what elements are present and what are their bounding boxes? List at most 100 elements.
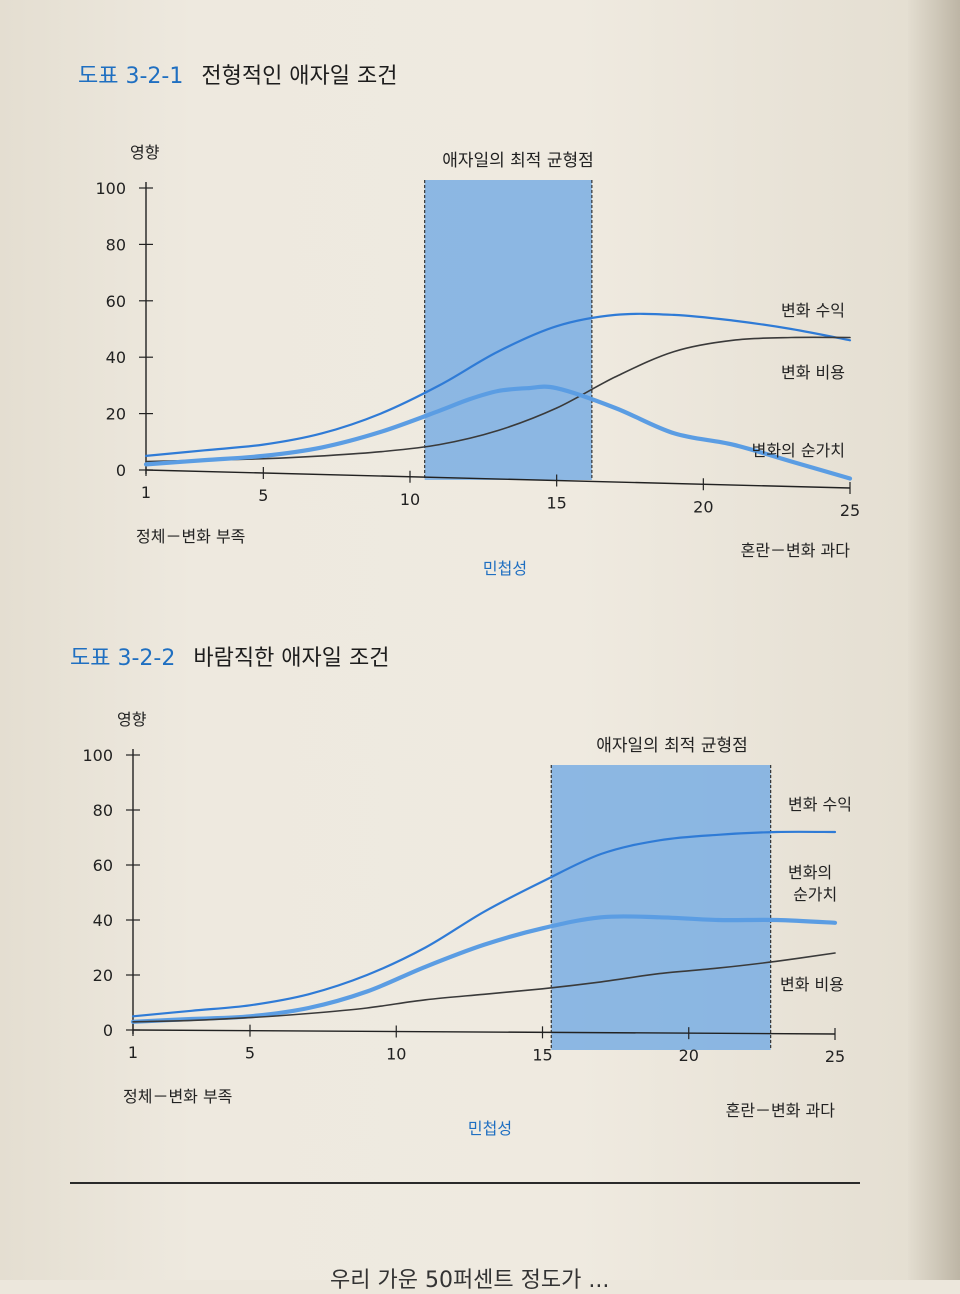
series-1-point [542,927,544,929]
series-1-point [321,455,323,457]
y-tick-label: 40 [93,911,113,930]
series-1-point [791,337,793,339]
figure-2-number: 도표 3-2-2 [70,646,176,671]
series-2-point [542,988,544,990]
series-0-point [600,853,602,855]
series-0-point [249,1004,251,1006]
series-0-point [132,1015,134,1017]
series-2-point [717,967,719,969]
series-2-point [834,952,836,954]
figure-1-number: 도표 3-2-1 [78,64,184,89]
x-axis-right-label: 혼란－변화 과다 [726,1101,836,1120]
series-1-point [366,991,368,993]
y-axis-label: 영향 [117,710,147,729]
optimal-band-label: 애자일의 최적 균형점 [442,151,594,171]
x-axis-right-label: 혼란－변화 과다 [741,541,851,560]
series-0-point [776,831,778,833]
series-2-point [615,407,617,409]
series-label-1: 변화 비용 [781,363,845,382]
series-1-point [615,376,617,378]
series-1-point [556,407,558,409]
series-2-point [556,387,558,389]
series-2-point [132,1021,134,1023]
series-line-1 [130,914,838,1024]
y-tick-label: 60 [93,856,113,875]
series-0-point [204,449,206,451]
series-2-point [425,999,427,1001]
series-2-point [600,981,602,983]
series-1-point [673,351,675,353]
y-tick-label: 40 [106,348,126,367]
optimal-band [551,765,771,1050]
series-0-point [834,831,836,833]
series-0-point [717,834,719,836]
y-tick-label: 80 [93,801,113,820]
series-1-point [497,430,499,432]
y-tick-label: 0 [116,461,126,480]
optimal-band [424,180,592,480]
y-tick-label: 20 [106,405,126,424]
x-tick-label: 5 [245,1044,255,1063]
series-2-point [366,1007,368,1009]
x-tick-label: 15 [546,494,566,513]
x-tick-label: 25 [840,501,860,520]
x-axis-label: 민첩성 [468,1119,512,1138]
series-2-point [673,433,675,435]
series-2-point [791,461,793,463]
y-tick-label: 80 [106,235,126,254]
series-1-point [600,916,602,918]
series-1-point [483,944,485,946]
series-1-point [776,919,778,921]
x-axis-left-label: 정체－변화 부족 [136,527,245,546]
figure-2-title-text: 바람직한 애자일 조건 [193,646,390,671]
series-2-point [483,993,485,995]
x-axis-label: 민첩성 [483,559,527,578]
series-0-point [542,881,544,883]
series-0-point [483,911,485,913]
optimal-band-label: 애자일의 최적 균형점 [596,736,748,756]
series-0-point [615,314,617,316]
series-2-point [659,973,661,975]
series-0-point [366,974,368,976]
series-0-point [145,455,147,457]
series-2-point [732,444,734,446]
series-0-point [673,314,675,316]
series-2-point [249,1017,251,1019]
series-0-point [732,320,734,322]
series-0-point [439,385,441,387]
series-0-point [380,413,382,415]
y-tick-label: 100 [82,746,113,765]
x-axis-left-label: 정체－변화 부족 [123,1087,232,1106]
y-tick-label: 100 [95,179,126,198]
series-2-point [308,1013,310,1015]
series-1-point [308,1007,310,1009]
series-2-point [497,390,499,392]
series-2-point [204,459,206,461]
y-tick-label: 20 [93,966,113,985]
x-tick-label: 20 [679,1046,699,1065]
series-2-point [527,387,529,389]
x-tick-label: 20 [693,497,713,516]
y-tick-label: 0 [103,1021,113,1040]
x-tick-label: 10 [400,490,420,509]
series-label-2: 변화의 순가치 [752,441,845,460]
x-tick-label: 15 [532,1045,552,1064]
x-tick-label: 10 [386,1045,406,1064]
series-0-point [308,993,310,995]
series-label-1: 변화의 순가치 [788,863,837,904]
series-0-point [191,1010,193,1012]
series-1-point [425,966,427,968]
series-0-point [659,839,661,841]
series-2-point [191,1020,193,1022]
series-0-point [425,947,427,949]
series-line-0 [144,312,852,457]
series-0-point [849,339,851,341]
book-spine-shadow [908,0,960,1280]
series-label-2: 변화 비용 [780,975,844,994]
series-2-point [439,410,441,412]
x-tick-label: 5 [258,486,268,505]
y-tick-label: 60 [106,292,126,311]
series-1-point [834,922,836,924]
